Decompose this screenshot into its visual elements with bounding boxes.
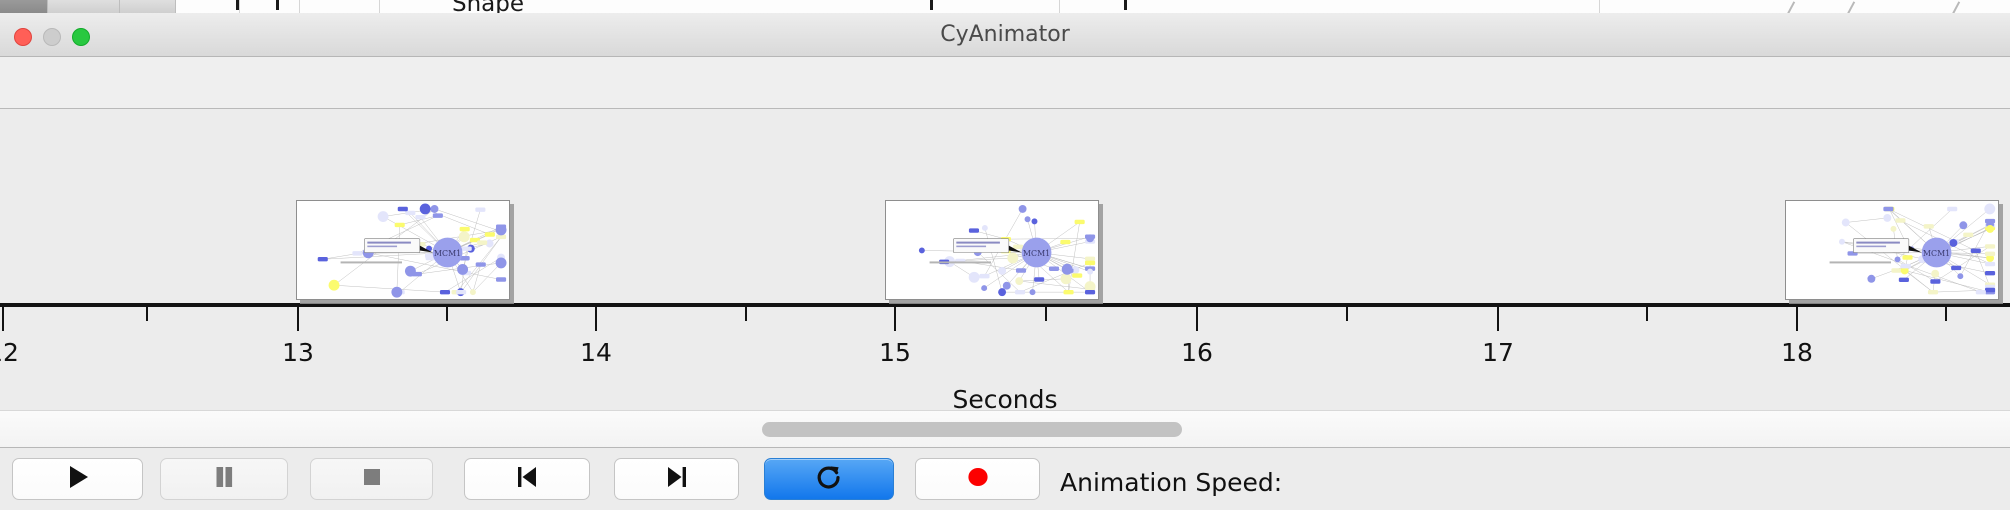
axis-tick-minor [146,307,148,321]
record-button[interactable] [915,458,1040,500]
timeline-frame-thumbnail[interactable]: MCM1 [885,200,1099,300]
axis-tick-minor [1945,307,1947,321]
svg-text:MCM1: MCM1 [1923,249,1950,258]
play-icon [64,463,92,495]
loop-icon [814,462,844,496]
timeline-frame-thumbnail[interactable]: MCM1 [1785,200,1999,300]
timeline-frame-thumbnail[interactable]: MCM1 [296,200,510,300]
axis-tick-major [894,307,896,331]
timeline-scrollbar[interactable] [0,410,2010,448]
axis-title: Seconds [952,385,1058,410]
playback-control-bar: Animation Speed: [0,448,2010,510]
axis-tick-major [1796,307,1798,331]
animation-speed-label: Animation Speed: [1060,468,1283,497]
axis-tick-minor [446,307,448,321]
axis-tick-minor [745,307,747,321]
record-icon [964,463,992,495]
axis-tick-label: 12 [0,338,19,367]
skip-to-start-button[interactable] [464,458,590,500]
window-title: CyAnimator [940,22,1070,47]
axis-tick-label: 15 [879,338,911,367]
axis-tick-minor [1646,307,1648,321]
background-partial-label: Shape [452,0,525,13]
axis-tick-label: 16 [1181,338,1213,367]
stop-button [310,458,433,500]
axis-tick-label: 14 [580,338,612,367]
timeline-axis [0,303,2010,307]
skip-to-end-button[interactable] [614,458,739,500]
zoom-icon[interactable] [72,28,90,46]
svg-text:MCM1: MCM1 [434,249,461,258]
pause-icon [210,463,238,495]
axis-tick-minor [1346,307,1348,321]
skip-start-icon [513,463,541,495]
loop-button[interactable] [764,458,894,500]
play-button[interactable] [12,458,143,500]
axis-tick-label: 17 [1482,338,1514,367]
axis-tick-major [297,307,299,331]
svg-text:MCM1: MCM1 [1023,249,1050,258]
pause-button [160,458,288,500]
axis-tick-label: 18 [1781,338,1813,367]
stop-icon [358,463,386,495]
skip-end-icon [663,463,691,495]
axis-tick-major [2,307,4,331]
frame-toolbar: ✚ Clear All Frames [0,57,2010,153]
title-bar: CyAnimator [0,13,2010,57]
traffic-lights [14,28,90,46]
axis-tick-major [595,307,597,331]
minimize-icon[interactable] [43,28,61,46]
axis-tick-major [1196,307,1198,331]
background-window-strip: Shape [0,0,2010,13]
axis-tick-label: 13 [282,338,314,367]
axis-tick-major [1497,307,1499,331]
axis-tick-minor [1045,307,1047,321]
timeline-scrollbar-thumb[interactable] [762,422,1182,437]
timeline-panel[interactable]: 12 13 14 15 16 17 18 MCM1 MCM1 MCM1 Seconds [0,110,2010,410]
close-icon[interactable] [14,28,32,46]
